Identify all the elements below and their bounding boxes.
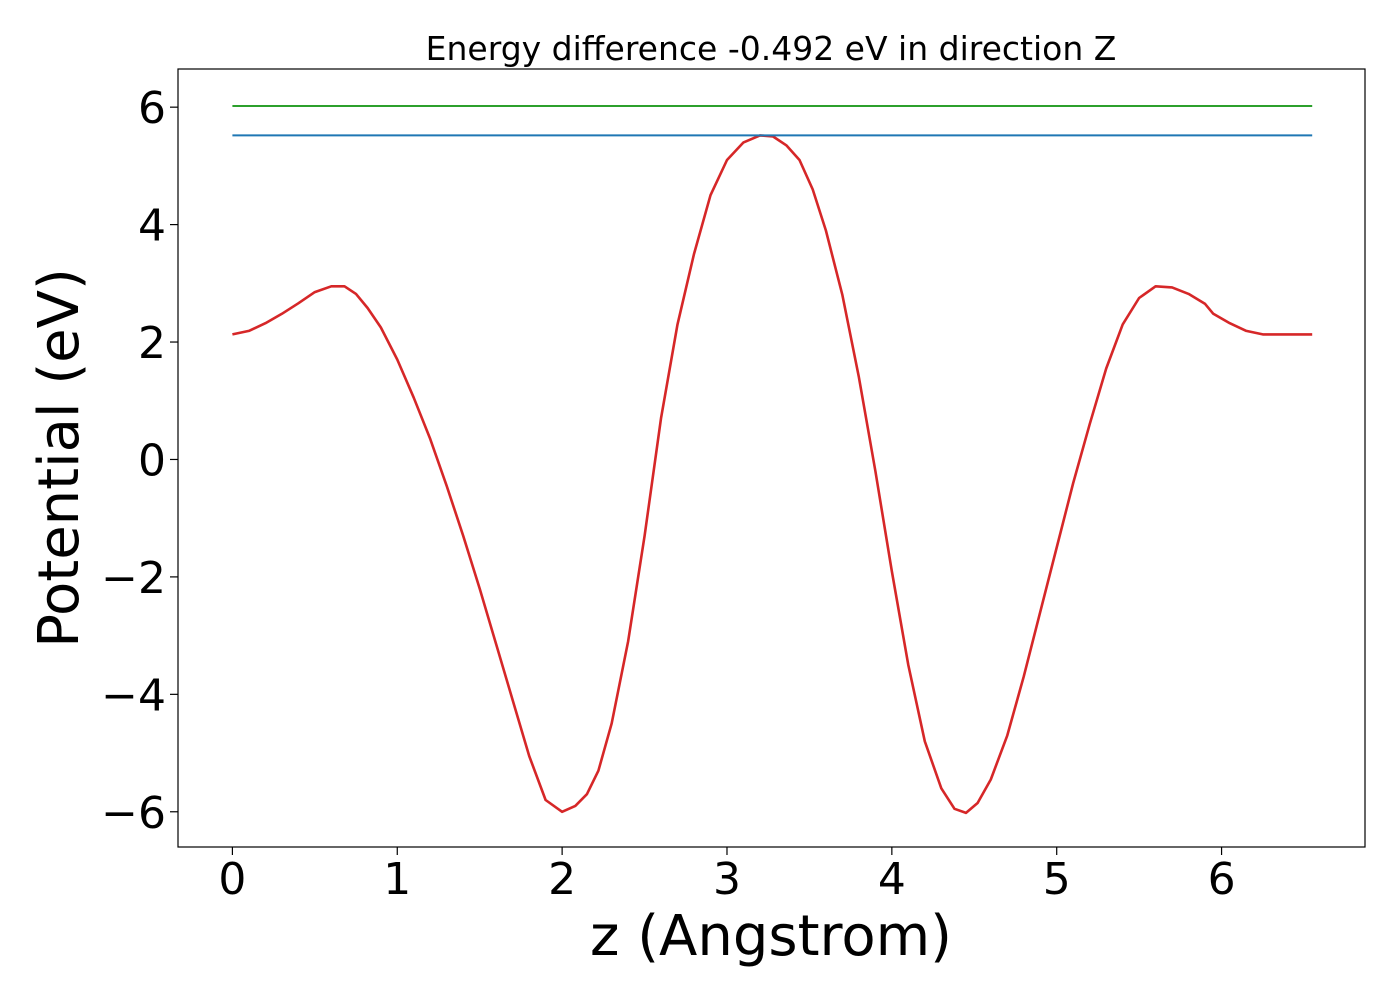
x-tick-label: 2 [548, 854, 576, 905]
y-axis-label: Potential (eV) [27, 268, 92, 648]
y-tick-label: −2 [101, 553, 166, 604]
x-tick-label: 4 [878, 854, 906, 905]
y-tick-label: −6 [101, 788, 166, 839]
x-axis-ticks: 0 1 2 3 4 5 6 [218, 847, 1236, 905]
series-line-0 [232, 134, 1313, 815]
x-tick-label: 3 [713, 854, 741, 905]
x-tick-label: 5 [1043, 854, 1071, 905]
y-tick-label: 2 [138, 318, 166, 369]
y-tick-label: 0 [138, 435, 166, 486]
y-axis-ticks: −6 −4 −2 0 2 4 6 [101, 83, 178, 839]
chart-title: Energy difference -0.492 eV in direction… [426, 29, 1117, 68]
plot-frame [177, 68, 1366, 848]
x-tick-label: 6 [1208, 854, 1236, 905]
y-tick-label: −4 [101, 670, 166, 721]
y-tick-label: 6 [138, 83, 166, 134]
y-tick-label: 4 [138, 201, 166, 252]
x-axis-label: z (Angstrom) [590, 904, 952, 969]
x-tick-label: 1 [383, 854, 411, 905]
x-tick-label: 0 [218, 854, 246, 905]
series-layer [232, 105, 1313, 815]
